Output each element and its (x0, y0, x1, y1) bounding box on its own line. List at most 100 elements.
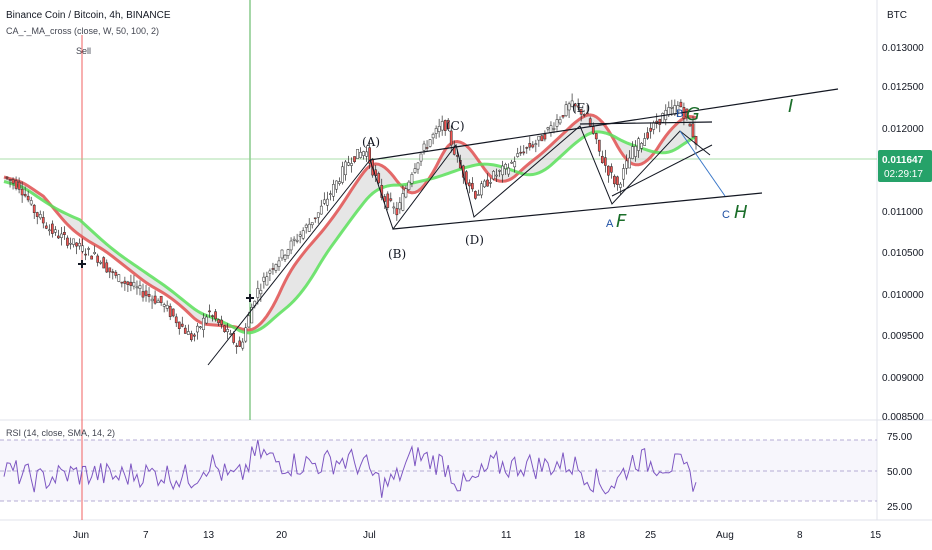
candle-down (105, 262, 109, 273)
candle-down (540, 135, 544, 142)
wave-label-b-paren: (B) (388, 247, 406, 261)
candle-up (634, 146, 637, 157)
candle-up (186, 331, 190, 335)
candle-up (498, 170, 501, 172)
candle-up (652, 122, 656, 130)
wave-label-d-paren: (D) (465, 233, 484, 247)
candle-down (579, 109, 583, 115)
candle-up (202, 317, 205, 330)
candle-up (286, 249, 290, 256)
candle-up (483, 180, 486, 188)
candle-up (310, 222, 314, 226)
candle-down (471, 183, 474, 190)
candle-up (619, 183, 622, 188)
zigzag-line (207, 125, 711, 366)
rsi-band (0, 440, 877, 501)
candle-up (150, 298, 154, 302)
candle-up (350, 163, 353, 166)
candle-down (616, 176, 619, 185)
candle-down (646, 132, 650, 139)
candle-down (353, 156, 356, 162)
wave-label-e-paren: (E) (572, 101, 590, 115)
time-tick: 15 (870, 530, 882, 541)
candle-up (413, 168, 417, 173)
candle-up (265, 276, 269, 286)
candle-up (262, 276, 266, 282)
candle-down (525, 147, 529, 149)
candle-down (14, 180, 18, 189)
candle-down (214, 311, 217, 320)
candle-up (205, 316, 208, 324)
candle-up (307, 223, 311, 232)
candle-up (99, 261, 103, 264)
candle-up (256, 288, 260, 298)
candle-up (316, 212, 320, 218)
candle-down (223, 325, 226, 332)
candle-up (495, 174, 498, 177)
candle-up (335, 180, 338, 190)
candle-down (114, 271, 118, 276)
candle-up (501, 165, 504, 176)
candle-up (259, 290, 263, 295)
time-tick: 8 (797, 530, 803, 541)
candle-up (138, 285, 142, 289)
candle-up (199, 326, 202, 328)
price-axis: 0.013000 0.012500 0.012000 0.011000 0.01… (882, 43, 924, 423)
candle-up (416, 162, 420, 170)
ma-cross-markers (78, 260, 254, 302)
candle-up (162, 304, 166, 307)
ma-slow-line (3, 130, 697, 335)
candle-down (474, 191, 477, 199)
time-tick: Aug (716, 530, 734, 541)
candle-up (341, 166, 344, 183)
candle-up (670, 106, 674, 109)
candle-up (359, 151, 362, 158)
candle-up (504, 164, 507, 170)
candle-down (425, 147, 429, 149)
candle-up (325, 198, 329, 206)
candle-down (271, 268, 275, 270)
candle-down (41, 217, 45, 224)
candle-up (81, 245, 84, 252)
candle-down (543, 133, 547, 140)
candle-down (211, 315, 214, 317)
candle-down (50, 223, 54, 234)
candle-up (477, 194, 480, 196)
candle-up (87, 248, 90, 250)
candle-up (434, 128, 438, 134)
wave-label-f: F (616, 211, 627, 232)
candle-up (329, 193, 332, 195)
candle-up (628, 157, 631, 169)
candle-up (250, 307, 254, 324)
candle-down (177, 321, 181, 329)
wave-label-a-small: A (606, 218, 614, 230)
candle-down (102, 257, 106, 269)
candle-down (561, 115, 565, 118)
candle-up (534, 143, 538, 145)
candle-down (313, 217, 317, 220)
candle-down (685, 108, 689, 118)
candle-up (356, 149, 359, 159)
candle-down (446, 119, 450, 130)
e-top-line (579, 121, 713, 125)
upper-channel-line (369, 88, 839, 161)
current-price-value: 0.011647 (882, 155, 924, 166)
candle-down (44, 225, 48, 229)
wave-label-c-paren: (C) (446, 119, 465, 133)
candle-down (220, 319, 223, 325)
candle-up (643, 138, 646, 146)
time-tick: 11 (501, 530, 512, 541)
candle-up (510, 161, 514, 164)
price-tick: 0.009500 (882, 331, 924, 342)
candle-up (431, 133, 435, 139)
candle-down (84, 253, 87, 256)
candle-up (365, 151, 368, 157)
candle-down (108, 267, 112, 273)
candle-down (66, 237, 69, 246)
candle-up (322, 199, 326, 204)
currency-label: BTC (887, 10, 907, 21)
candle-up (301, 230, 305, 239)
time-tick: 18 (574, 530, 586, 541)
candle-down (603, 157, 607, 166)
